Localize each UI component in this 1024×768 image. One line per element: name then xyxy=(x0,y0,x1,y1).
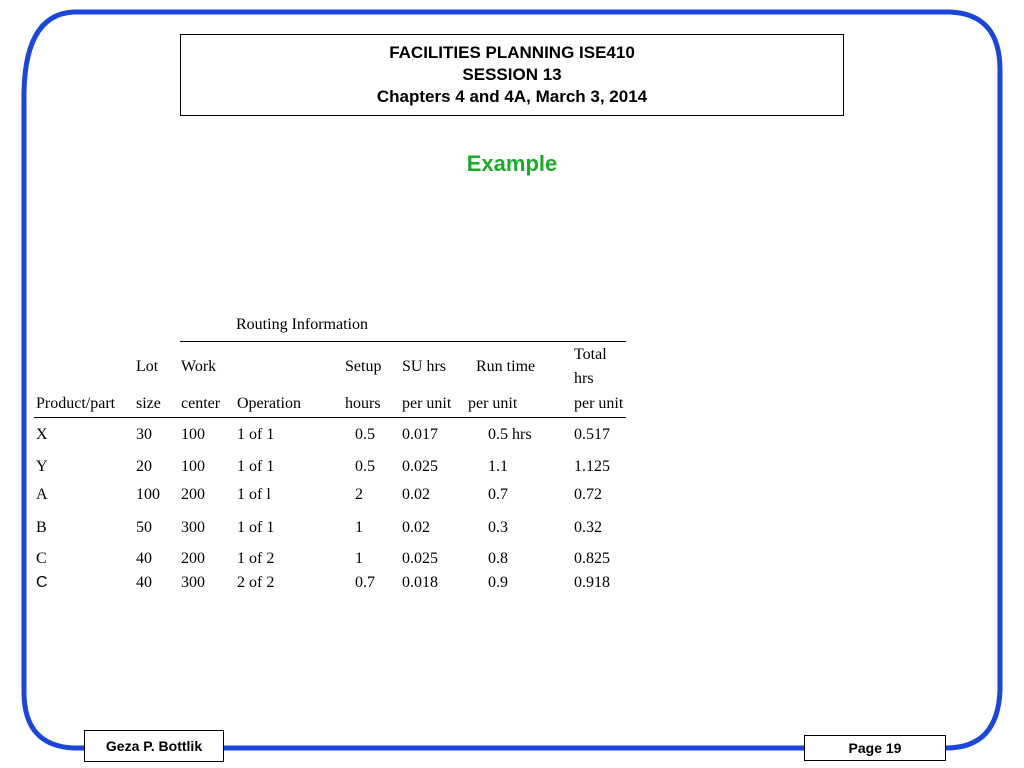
page-number: Page 19 xyxy=(848,740,902,756)
title-box: FACILITIES PLANNING ISE410 SESSION 13 Ch… xyxy=(180,34,844,116)
slide-subtitle: Example xyxy=(466,151,558,176)
session-title: SESSION 13 xyxy=(462,65,562,84)
author-name: Geza P. Bottlik xyxy=(105,738,203,754)
author-box: Geza P. Bottlik xyxy=(84,730,224,762)
page-number-box: Page 19 xyxy=(804,735,946,761)
chapter-date: Chapters 4 and 4A, March 3, 2014 xyxy=(376,87,648,106)
course-title: FACILITIES PLANNING ISE410 xyxy=(389,43,635,62)
